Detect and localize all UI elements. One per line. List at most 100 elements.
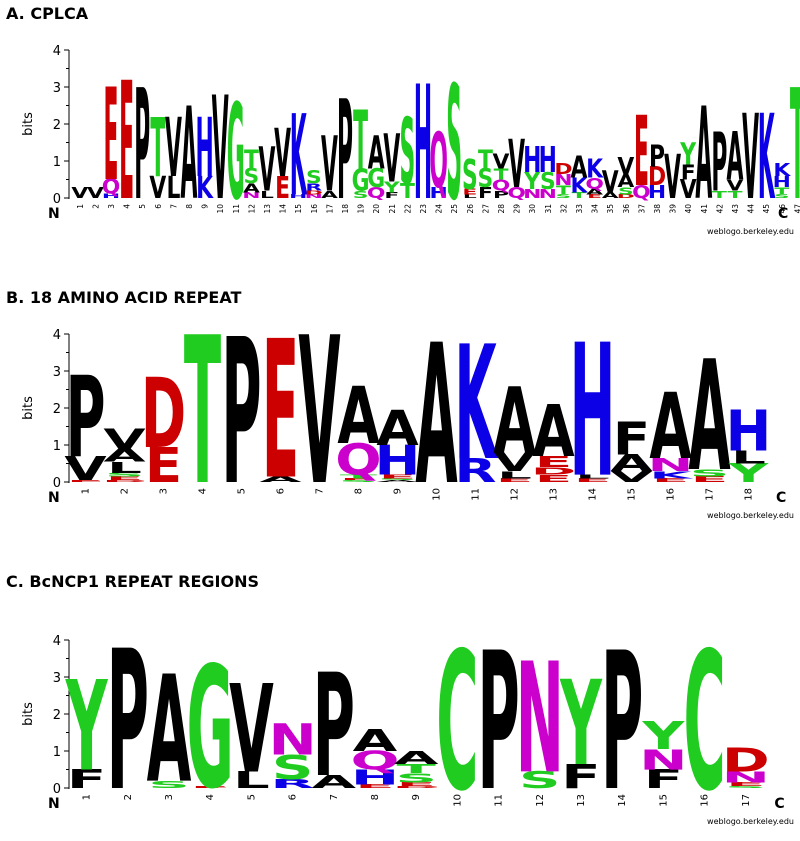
logo-column: HQE — [102, 63, 121, 209]
x-tick-label: 21 — [388, 204, 397, 214]
logo-column: EVP — [64, 353, 106, 488]
logo-letter: S — [105, 472, 144, 478]
logo-letter: E — [535, 454, 572, 471]
logo-letter: T — [150, 102, 165, 196]
x-tick-label: 38 — [653, 204, 662, 214]
x-tick-label: 16 — [310, 204, 319, 214]
logo-letter: F — [681, 160, 696, 184]
logo-letter: E — [652, 477, 689, 483]
logo-column: T — [790, 57, 800, 235]
logo-letter: D — [648, 161, 666, 191]
logo-letter: K — [758, 90, 776, 226]
logo-letter: A — [321, 189, 339, 201]
x-tick-label: 10 — [452, 794, 463, 807]
logo-letter: T — [774, 185, 789, 197]
logo-letter: V — [259, 135, 276, 206]
logo-letter: S — [725, 786, 767, 789]
logo-letter: A — [103, 445, 146, 466]
logo-column: SGT — [352, 95, 370, 201]
logo-letter: F — [561, 758, 600, 797]
logo-letter: R — [454, 451, 496, 490]
logo-column: K — [758, 90, 776, 226]
credit-label: weblogo.berkeley.edu — [707, 511, 794, 520]
logo-column: VT — [149, 102, 166, 206]
logo-letter: G — [367, 163, 385, 193]
logo-letter: V — [727, 178, 744, 195]
logo-column: KH — [195, 102, 214, 206]
x-tick-label: 6 — [154, 204, 163, 209]
logo-column: FY — [559, 656, 602, 796]
logo-column: V — [742, 90, 759, 226]
x-tick-label: 4 — [205, 794, 216, 800]
logo-letter: V — [274, 114, 291, 192]
x-tick-label: 27 — [481, 204, 490, 214]
x-start-label: N — [48, 206, 60, 222]
logo-letter: F — [644, 765, 683, 795]
logo-column: C — [683, 613, 725, 834]
logo-column: AV — [602, 165, 619, 201]
y-tick-label: 2 — [53, 118, 61, 133]
x-tick-label: 6 — [288, 794, 299, 800]
x-tick-label: 9 — [201, 204, 210, 209]
logo-letter: Q — [585, 176, 604, 193]
logo-column: P — [107, 609, 149, 834]
logo-letter: A — [532, 390, 574, 473]
logo-letter: S — [519, 767, 561, 794]
logo-letter: T — [397, 761, 437, 776]
x-tick-label: 30 — [528, 204, 537, 214]
x-tick-label: 15 — [294, 204, 303, 214]
logo-letter: N — [242, 191, 260, 200]
y-tick-label: 4 — [53, 634, 61, 649]
logo-letter: K — [196, 170, 214, 206]
logo-letter: L — [497, 469, 532, 481]
panel-b: B. 18 AMINO ACID REPEAT 0 1 2 3 4 bits E V P 1 D E S… — [0, 288, 800, 548]
logo-letter: E — [145, 438, 182, 494]
logo-letter: C — [683, 613, 725, 834]
logo-column: V — [212, 67, 229, 232]
logo-letter: N — [648, 454, 694, 475]
x-tick-label: 6 — [276, 488, 287, 494]
logo-letter: Y — [641, 714, 685, 758]
logo-column: QGA — [367, 128, 386, 202]
logo-letter: L — [260, 189, 274, 201]
logo-letter: H — [429, 185, 447, 202]
y-tick-label: 2 — [53, 708, 61, 723]
x-tick-label: 15 — [658, 794, 669, 807]
logo-letter: T — [556, 183, 572, 198]
logo-letter: V — [610, 468, 652, 485]
logo-column: FYV — [383, 120, 401, 200]
x-start-label: N — [48, 796, 60, 812]
x-tick-label: 16 — [700, 794, 711, 807]
x-tick-label: 3 — [164, 794, 175, 800]
logo-letter: E — [262, 300, 299, 522]
logo-letter: S — [272, 749, 314, 788]
logo-letter: A — [368, 128, 385, 180]
logo-letter: A — [695, 82, 712, 228]
logo-column: TP — [711, 117, 727, 211]
logo-letter: T — [572, 191, 588, 200]
logo-letter: A — [337, 370, 380, 462]
logo-letter: A — [181, 82, 198, 228]
logo-letter: E — [634, 97, 649, 209]
x-tick-label: 11 — [471, 488, 482, 501]
logo-letter: N — [539, 187, 557, 202]
logo-letter: E — [119, 49, 134, 237]
logo-letter: Q — [429, 118, 448, 206]
x-tick-label: 7 — [315, 488, 326, 494]
x-tick-label: 13 — [263, 204, 272, 214]
logo-letter: A — [376, 480, 418, 483]
logo-letter: R — [305, 182, 322, 194]
logo-column: ESA — [688, 328, 730, 505]
logo-letter: A — [147, 645, 192, 816]
logo-column: LV — [229, 660, 274, 801]
x-tick-label: 12 — [247, 204, 256, 214]
logo-letter: H — [375, 438, 421, 485]
logo-letter: F — [67, 765, 106, 795]
logo-column: P — [221, 296, 261, 529]
logo-letter: G — [227, 77, 245, 230]
y-tick-label: 1 — [53, 745, 61, 760]
logo-letter: T — [184, 295, 221, 531]
